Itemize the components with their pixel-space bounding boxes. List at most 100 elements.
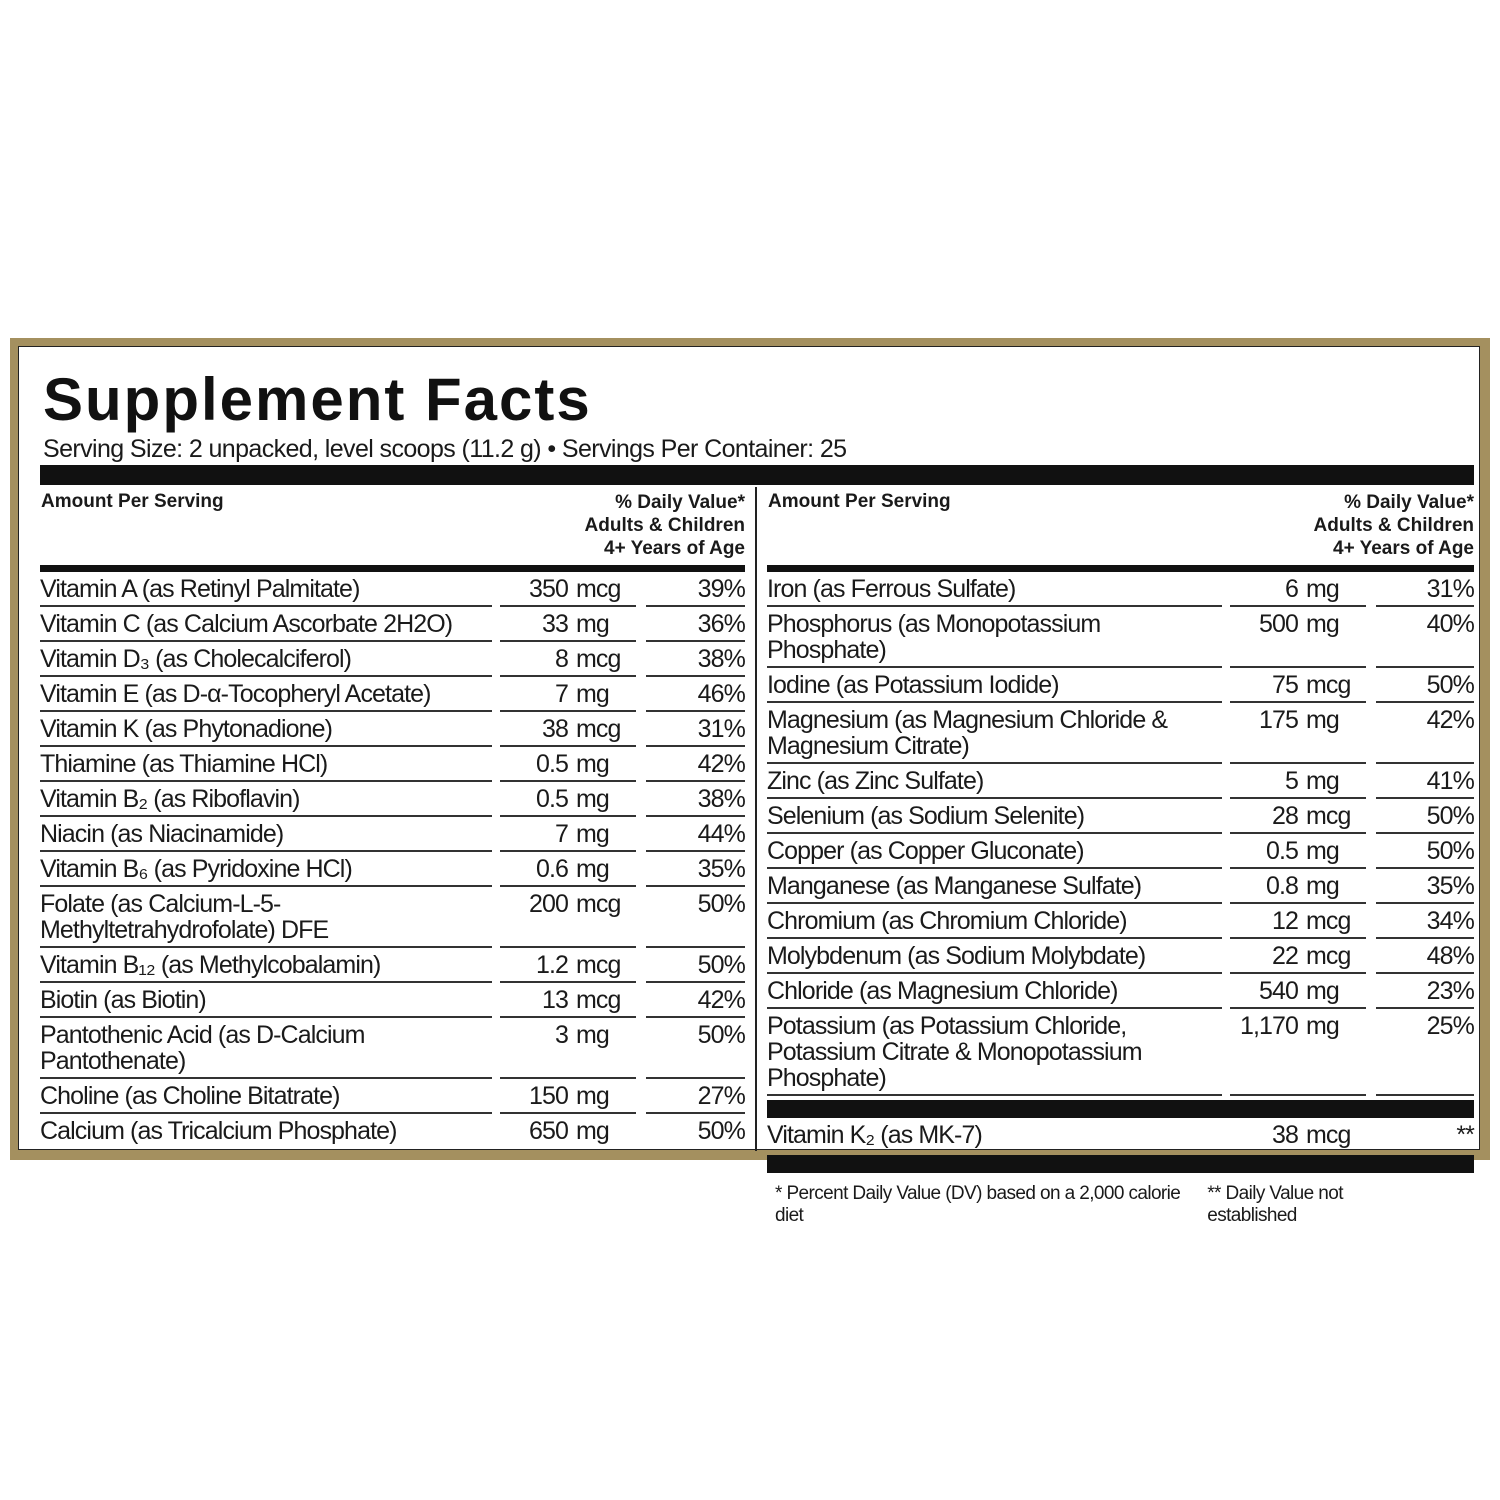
nutrient-row: Selenium (as Sodium Selenite) 28 mcg 50% [767, 799, 1475, 834]
nutrient-row: Copper (as Copper Gluconate) 0.5 mg 50% [767, 834, 1475, 869]
nutrient-name: Choline (as Choline Bitatrate) [40, 1079, 492, 1114]
nutrient-row: Phosphorus (as Monopotassium Phosphate) 5… [767, 607, 1475, 668]
nutrient-row: Potassium (as Potassium Chloride, Potass… [767, 1009, 1475, 1096]
unit: mcg [1306, 1121, 1351, 1149]
unit: mcg [576, 948, 636, 983]
amount: 6 [1230, 572, 1306, 607]
nutrient-row: Vitamin D₃ (as Cholecalciferol) 8 mcg 38% [40, 642, 746, 677]
nutrient-name: Magnesium (as Magnesium Chloride & Magne… [767, 703, 1222, 764]
footnote: * Percent Daily Value (DV) based on a 2,… [775, 1183, 1181, 1226]
unit: mg [576, 1018, 636, 1079]
nutrient-row: Folate (as Calcium-L-5-Methyltetrahydrof… [40, 887, 746, 948]
dv-header: % Daily Value* Adults & Children 4+ Years … [1314, 491, 1474, 560]
daily-value: 42% [646, 983, 746, 1018]
nutrient-row: Magnesium (as Magnesium Chloride & Magne… [767, 703, 1475, 764]
amount: 7 [500, 677, 576, 712]
nutrient-name: Vitamin K (as Phytonadione) [40, 712, 492, 747]
daily-value: 38% [646, 642, 746, 677]
nutrient-row: Chloride (as Magnesium Chloride) 540 mg 23% [767, 974, 1475, 1009]
nutrient-row: Vitamin K (as Phytonadione) 38 mcg 31% [40, 712, 746, 747]
nutrient-name: Vitamin B₂ (as Riboflavin) [40, 782, 492, 817]
unit: mcg [1306, 799, 1366, 834]
amount: 7 [500, 817, 576, 852]
nutrient-name: Molybdenum (as Sodium Molybdate) [767, 939, 1222, 974]
title: Supplement Facts [43, 366, 592, 433]
amount: 1,170 [1230, 1009, 1306, 1096]
daily-value: 42% [1376, 703, 1475, 764]
daily-value: ** [1456, 1121, 1475, 1149]
amount: 500 [1230, 607, 1306, 668]
amount: 540 [1230, 974, 1306, 1009]
amount: 200 [500, 887, 576, 948]
daily-value: 46% [646, 677, 746, 712]
unit: mg [1306, 1009, 1366, 1096]
nutrient-row: Chromium (as Chromium Chloride) 12 mcg 34% [767, 904, 1475, 939]
unit: mcg [576, 983, 636, 1018]
amount: 3 [500, 1018, 576, 1079]
unit: mg [1306, 974, 1366, 1009]
nutrient-name: Iodine (as Potassium Iodide) [767, 668, 1222, 703]
unit: mg [576, 747, 636, 782]
nutrient-row: Niacin (as Niacinamide) 7 mg 44% [40, 817, 746, 852]
dv-header-line: % Daily Value* [615, 492, 745, 513]
daily-value: 44% [646, 817, 746, 852]
daily-value: 50% [646, 1018, 746, 1079]
serving-info: Serving Size: 2 unpacked, level scoops (… [43, 435, 847, 463]
column: Amount Per Serving % Daily Value* Adults &… [767, 487, 1475, 1227]
nutrient-name: Vitamin B₁₂ (as Methylcobalamin) [40, 948, 492, 983]
amount: 22 [1230, 939, 1306, 974]
daily-value: 48% [1376, 939, 1475, 974]
daily-value: 31% [646, 712, 746, 747]
daily-value: 50% [697, 1117, 746, 1145]
nutrient-name: Pantothenic Acid (as D-Calcium Pantothen… [40, 1018, 492, 1079]
amount: 75 [1230, 668, 1306, 703]
nutrient-name: Phosphorus (as Monopotassium Phosphate) [767, 607, 1222, 668]
unit: mg [576, 1079, 636, 1114]
nutrient-name: Chloride (as Magnesium Chloride) [767, 974, 1222, 1009]
nutrient-row: Vitamin A (as Retinyl Palmitate) 350 mcg 39… [40, 572, 746, 607]
amount: 8 [500, 642, 576, 677]
nutrient-name: Chromium (as Chromium Chloride) [767, 904, 1222, 939]
nutrient-row: Vitamin B₁₂ (as Methylcobalamin) 1.2 mcg 50… [40, 948, 746, 983]
nutrient-row: Vitamin C (as Calcium Ascorbate 2H2O) 33 m… [40, 607, 746, 642]
unit: mcg [1306, 904, 1366, 939]
amount: 28 [1230, 799, 1306, 834]
unit: mcg [576, 642, 636, 677]
column: Amount Per Serving % Daily Value* Adults &… [40, 487, 746, 1147]
amount: 33 [500, 607, 576, 642]
column-header: Amount Per Serving % Daily Value* Adults &… [40, 487, 745, 572]
amount: 0.5 [500, 747, 576, 782]
unit: mg [576, 1117, 610, 1145]
daily-value: 50% [646, 887, 746, 948]
column-header: Amount Per Serving % Daily Value* Adults &… [767, 487, 1474, 572]
daily-value: 34% [1376, 904, 1475, 939]
unit: mg [1306, 764, 1366, 799]
unit: mg [1306, 703, 1366, 764]
amount: 0.8 [1230, 869, 1306, 904]
daily-value: 25% [1376, 1009, 1475, 1096]
nutrient-name: Potassium (as Potassium Chloride, Potass… [767, 1009, 1222, 1096]
nutrient-name: Calcium (as Tricalcium Phosphate) [40, 1117, 397, 1145]
rule-bar [767, 1155, 1474, 1173]
unit: mcg [576, 887, 636, 948]
daily-value: 50% [646, 948, 746, 983]
amount: 38 [500, 712, 576, 747]
nutrient-row: Zinc (as Zinc Sulfate) 5 mg 41% [767, 764, 1475, 799]
nutrient-row: Vitamin E (as D-α-Tocopheryl Acetate) 7 mg… [40, 677, 746, 712]
amount: 1.2 [500, 948, 576, 983]
nutrient-name: Copper (as Copper Gluconate) [767, 834, 1222, 869]
amount: 650 [528, 1117, 569, 1145]
footnote: ** Daily Value not established [1207, 1183, 1343, 1226]
nutrient-row: Vitamin B₂ (as Riboflavin) 0.5 mg 38% [40, 782, 746, 817]
nutrient-name: Biotin (as Biotin) [40, 983, 492, 1018]
amount: 38 [1271, 1121, 1299, 1149]
nutrient-row: Biotin (as Biotin) 13 mcg 42% [40, 983, 746, 1018]
daily-value: 42% [646, 747, 746, 782]
daily-value: 36% [646, 607, 746, 642]
daily-value: 31% [1376, 572, 1475, 607]
amount: 0.6 [500, 852, 576, 887]
dv-header-line: 4+ Years of Age [1333, 538, 1474, 559]
label-frame: Supplement Facts Serving Size: 2 unpacke… [10, 338, 1490, 1226]
unit: mcg [1306, 668, 1366, 703]
nutrient-row: Iodine (as Potassium Iodide) 75 mcg 50% [767, 668, 1475, 703]
